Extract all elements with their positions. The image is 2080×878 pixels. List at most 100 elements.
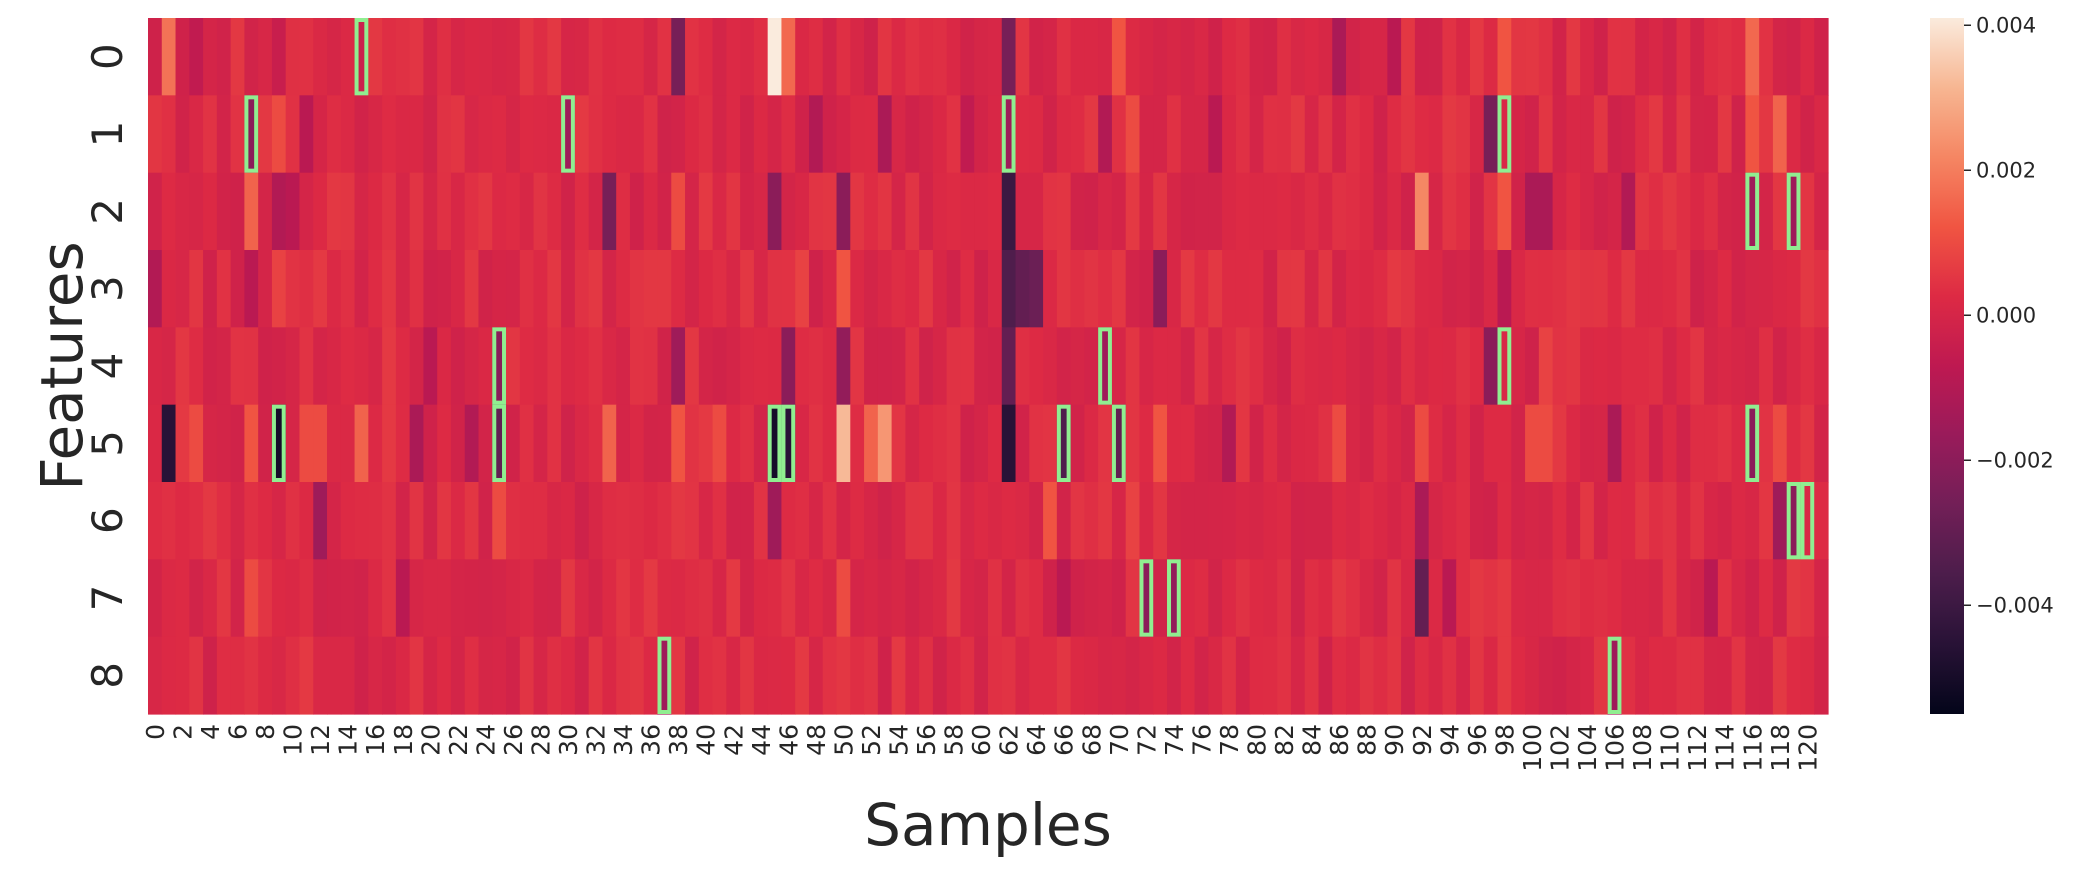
- heatmap-cell: [726, 482, 741, 560]
- heatmap-cell: [519, 18, 535, 96]
- heatmap-cell: [244, 172, 259, 251]
- heatmap-cell: [1387, 250, 1402, 328]
- heatmap-cell: [161, 327, 177, 406]
- heatmap-cell: [1208, 172, 1223, 251]
- heatmap-cell: [1029, 172, 1044, 251]
- heatmap-cell: [1318, 172, 1333, 251]
- heatmap-cell: [588, 559, 604, 638]
- heatmap-cell: [299, 18, 314, 96]
- heatmap-cell: [1015, 18, 1030, 96]
- heatmap-cell: [919, 18, 934, 96]
- heatmap-cell: [1566, 172, 1581, 251]
- heatmap-cell: [299, 482, 314, 560]
- heatmap-cell: [850, 636, 865, 715]
- heatmap-cell: [781, 636, 796, 715]
- x-tick-label: 54: [884, 724, 913, 756]
- heatmap-cell: [1497, 482, 1512, 560]
- heatmap-cell: [547, 172, 562, 251]
- heatmap-cell: [423, 95, 438, 174]
- heatmap-cell: [299, 250, 314, 328]
- heatmap-cell: [1759, 327, 1774, 406]
- heatmap-cell: [354, 172, 369, 251]
- heatmap-cell: [1469, 18, 1485, 96]
- heatmap-cell: [1428, 327, 1444, 406]
- heatmap-cell: [1648, 172, 1664, 251]
- heatmap-cell: [1359, 559, 1375, 638]
- heatmap-cell: [258, 18, 273, 96]
- heatmap-cell: [919, 404, 934, 483]
- heatmap-cell: [230, 250, 245, 328]
- heatmap-cell: [1759, 18, 1774, 96]
- heatmap-cell: [1483, 636, 1499, 715]
- heatmap-cell: [988, 95, 1003, 174]
- heatmap-cell: [781, 559, 796, 638]
- heatmap-cell: [161, 18, 177, 96]
- heatmap-cell: [1139, 327, 1154, 406]
- heatmap-cell: [946, 559, 962, 638]
- heatmap-cell: [1593, 559, 1609, 638]
- heatmap-cell: [946, 482, 962, 560]
- heatmap-cell: [1125, 636, 1141, 715]
- heatmap-cell: [423, 559, 438, 638]
- heatmap-cell: [1332, 18, 1347, 96]
- highlight-box: [1786, 172, 1801, 250]
- heatmap-cell: [340, 250, 356, 328]
- highlight-box: [657, 636, 672, 714]
- heatmap-cell: [753, 95, 769, 174]
- heatmap-cell: [1070, 636, 1085, 715]
- x-tick-label: 100: [1518, 724, 1547, 772]
- heatmap-cell: [836, 172, 851, 251]
- heatmap-cell: [767, 250, 783, 328]
- heatmap-cell: [395, 95, 411, 174]
- heatmap-cell: [1373, 18, 1388, 96]
- heatmap-cell: [547, 636, 562, 715]
- heatmap-cell: [1552, 250, 1567, 328]
- colorbar-tick-label: 0.004: [1976, 13, 2036, 37]
- heatmap-cell: [395, 482, 411, 560]
- heatmap-cell: [685, 636, 700, 715]
- heatmap-cell: [203, 18, 218, 96]
- heatmap-cell: [1001, 18, 1017, 96]
- heatmap-cell: [1373, 636, 1388, 715]
- heatmap-cell: [1525, 559, 1540, 638]
- heatmap-cell: [1387, 482, 1402, 560]
- heatmap-cell: [230, 95, 245, 174]
- heatmap-cell: [864, 559, 879, 638]
- heatmap-cell: [1566, 482, 1581, 560]
- heatmap-cell: [1511, 327, 1526, 406]
- heatmap-cell: [1717, 559, 1733, 638]
- heatmap-cell: [519, 404, 535, 483]
- heatmap-cell: [1483, 18, 1499, 96]
- heatmap-cell: [547, 559, 562, 638]
- heatmap-cell: [244, 18, 259, 96]
- heatmap-cell: [1346, 172, 1361, 251]
- heatmap-cell: [437, 636, 452, 715]
- heatmap-cell: [1029, 559, 1044, 638]
- heatmap-cell: [657, 172, 672, 251]
- heatmap-cell: [1249, 482, 1265, 560]
- heatmap-cell: [382, 95, 397, 174]
- heatmap-cell: [1731, 404, 1746, 483]
- heatmap-cell: [1428, 404, 1444, 483]
- heatmap-cell: [1525, 18, 1540, 96]
- heatmap-cell: [602, 172, 617, 251]
- heatmap-cell: [506, 327, 521, 406]
- heatmap-cell: [795, 404, 810, 483]
- heatmap-cell: [1029, 327, 1044, 406]
- heatmap-cell: [1772, 95, 1788, 174]
- heatmap-cell: [313, 18, 328, 96]
- heatmap-cell: [891, 404, 906, 483]
- heatmap-cell: [808, 327, 824, 406]
- heatmap-cell: [340, 172, 356, 251]
- heatmap-cell: [1648, 95, 1664, 174]
- heatmap-cell: [698, 250, 714, 328]
- heatmap-cell: [216, 327, 232, 406]
- heatmap-cell: [1084, 559, 1099, 638]
- heatmap-cell: [740, 404, 755, 483]
- heatmap-cell: [1648, 18, 1664, 96]
- heatmap-cell: [1662, 250, 1678, 328]
- heatmap-cell: [1635, 559, 1650, 638]
- heatmap-cell: [1001, 327, 1017, 406]
- heatmap-cell: [1194, 404, 1209, 483]
- x-tick-label: 48: [802, 724, 831, 756]
